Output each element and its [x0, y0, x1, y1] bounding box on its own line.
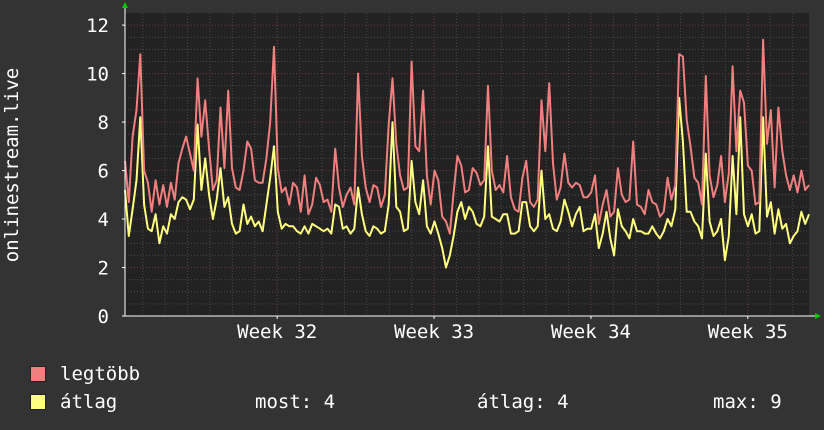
series-line-avg [124, 96, 810, 269]
stat-maximum: max: 9 [713, 391, 782, 413]
x-tick-label: Week 33 [394, 321, 474, 343]
series-layer [124, 38, 810, 269]
stat-average: átlag: 4 [477, 391, 569, 413]
y-tick-label: 0 [98, 306, 109, 328]
x-tick-label: Week 32 [237, 321, 317, 343]
y-tick-label: 4 [98, 209, 109, 231]
legend-label-avg: átlag [60, 391, 118, 413]
y-tick-label: 6 [98, 161, 109, 183]
y-axis-arrow-icon [122, 2, 128, 8]
y-axis-label: onlinestream.live [1, 68, 23, 262]
grid-minor [125, 13, 809, 316]
x-tick-labels: Week 32 Week 33 Week 34 Week 35 [237, 321, 788, 343]
x-axis-arrow-icon [815, 313, 821, 319]
axes-layer [122, 2, 821, 319]
y-tick-label: 10 [86, 64, 109, 86]
x-tick-label: Week 34 [551, 321, 631, 343]
y-tick-label: 12 [86, 15, 109, 37]
plot-area [125, 13, 809, 316]
legend-label-max: legtöbb [60, 363, 141, 385]
y-tick-labels: 0 2 4 6 8 10 12 [86, 15, 109, 328]
x-tick-label: Week 35 [708, 321, 788, 343]
chart: 0 2 4 6 8 10 12 Week 32 Week 33 Week 34 Week 35 o… [1, 2, 821, 343]
stat-current: most: 4 [255, 391, 336, 413]
y-tick-label: 8 [98, 112, 109, 134]
legend-swatch-avg [30, 394, 46, 410]
grid-major [125, 13, 809, 316]
series-line-max [124, 38, 810, 235]
legend-swatch-max [30, 366, 46, 382]
y-tick-label: 2 [98, 258, 109, 280]
